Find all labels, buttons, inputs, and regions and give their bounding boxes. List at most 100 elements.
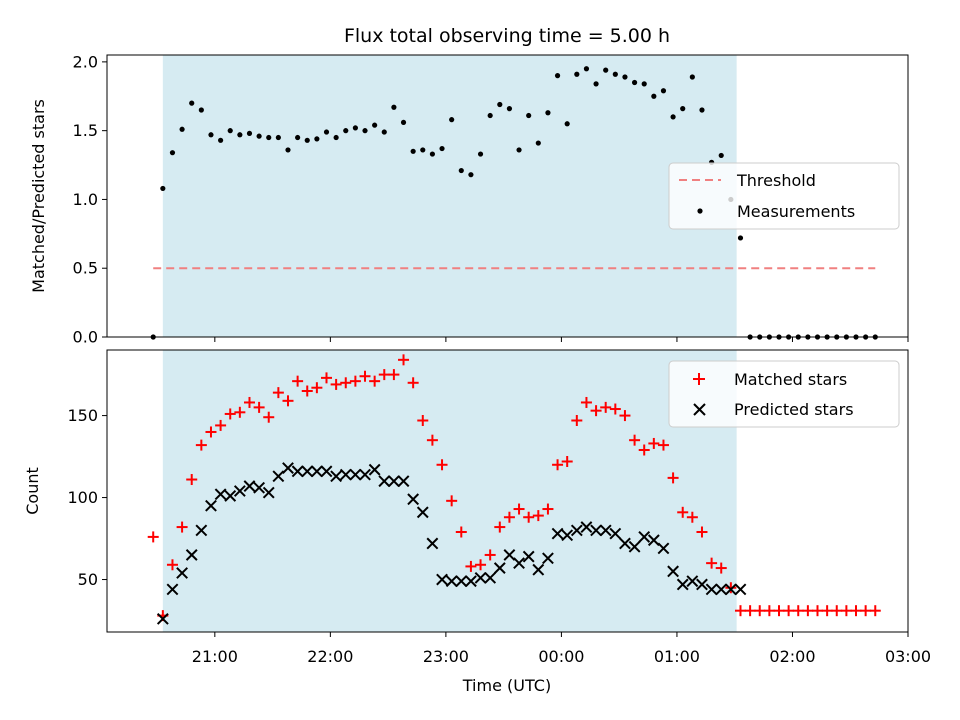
predicted-star-point: [503, 549, 516, 561]
predicted-star-point: [474, 571, 487, 584]
measurement-point: [583, 66, 590, 72]
matched-star-point: [542, 503, 554, 515]
predicted-star-point: [455, 575, 468, 588]
matched-star-point: [590, 405, 602, 417]
matched-star-point: [744, 605, 756, 617]
predicted-star-point: [349, 468, 362, 481]
predicted-star-point: [638, 530, 651, 543]
matched-star-point: [850, 605, 862, 617]
matched-star-point: [783, 605, 795, 617]
matched-star-point: [580, 396, 592, 408]
measurement-point: [487, 112, 493, 119]
bottom-y-tick-label: 150: [67, 406, 98, 425]
measurement-point: [574, 71, 580, 77]
top-x-ticks: [214, 337, 909, 342]
matched-star-point: [609, 403, 621, 415]
matched-star-point: [667, 472, 679, 484]
legend-matched-swatch: [693, 373, 705, 385]
legend-measurements-label: Measurements: [737, 202, 855, 221]
measurement-point: [535, 140, 541, 146]
predicted-star-point: [310, 465, 323, 478]
measurement-point: [304, 137, 310, 143]
matched-star-point: [426, 434, 438, 446]
measurement-point: [362, 128, 368, 134]
predicted-star-point: [628, 540, 641, 553]
predicted-star-point: [272, 470, 285, 483]
predicted-star-point: [156, 612, 169, 625]
matched-star-point: [349, 375, 361, 387]
matched-star-point: [821, 605, 833, 617]
predicted-star-point: [195, 524, 208, 537]
matched-star-point: [340, 377, 352, 389]
x-tick-label: 23:00: [423, 647, 469, 666]
predicted-star-point: [561, 529, 574, 542]
matched-star-point: [253, 401, 265, 413]
measurement-point: [391, 104, 397, 110]
matched-star-point: [407, 377, 419, 389]
predicted-star-point: [705, 583, 718, 596]
predicted-star-point: [359, 468, 371, 481]
matched-star-point: [224, 408, 236, 420]
matched-star-point: [734, 605, 746, 617]
matched-star-point: [494, 521, 506, 533]
observing-window-shade-bottom: [162, 350, 737, 632]
measurement-point: [458, 167, 464, 174]
x-tick-label: 01:00: [654, 647, 700, 666]
measurement-point: [410, 148, 416, 154]
bottom-axes-frame: [106, 349, 909, 633]
measurement-point: [314, 136, 320, 142]
measurement-point: [352, 125, 358, 131]
measurement-point: [400, 119, 407, 126]
predicted-star-point: [686, 575, 699, 588]
legend-predicted-label: Predicted stars: [734, 400, 854, 419]
predicted-star-point: [407, 493, 420, 506]
matched-star-point: [455, 526, 467, 538]
top-y-tick-label: 2.0: [73, 52, 98, 71]
predicted-star-point: [657, 542, 670, 555]
matched-star-point: [234, 406, 246, 418]
x-tick-label: 03:00: [885, 647, 931, 666]
measurement-point: [295, 134, 301, 141]
measurement-point: [227, 128, 233, 134]
measurement-point: [275, 134, 281, 141]
bottom-legend: Matched stars Predicted stars: [668, 360, 900, 428]
predicted-star-point: [609, 527, 622, 540]
matched-star-point: [802, 605, 814, 617]
predicted-star-point: [590, 524, 602, 537]
measurement-point: [737, 235, 744, 241]
matched-star-point: [215, 419, 227, 431]
predicted-star-point: [330, 470, 343, 483]
top-y-tick-label: 0.0: [73, 328, 98, 347]
matched-star-point: [860, 605, 872, 617]
matched-star-point: [359, 370, 371, 382]
matched-star-point: [378, 369, 390, 381]
predicted-star-point: [542, 552, 554, 565]
measurement-point: [169, 150, 176, 156]
bottom-x-ticks: 21:00 22:00 23:00 00:00 01:00 02:00 03:00: [192, 632, 931, 666]
measurement-point: [603, 67, 609, 73]
top-legend: Threshold Measurements: [668, 162, 900, 230]
measurement-point: [420, 147, 426, 153]
predicted-star-point: [205, 499, 217, 512]
predicted-star-point: [185, 549, 198, 561]
predicted-star-point: [580, 521, 593, 533]
x-tick-label: 22:00: [307, 647, 353, 666]
measurement-point: [651, 93, 657, 99]
x-axis-label: Time (UTC): [462, 676, 551, 695]
measurement-point: [372, 122, 378, 128]
matched-star-point: [292, 375, 304, 387]
bottom-y-ticks: 50 100 150: [67, 406, 107, 589]
predicted-star-point: [282, 462, 294, 474]
top-panel: Flux total observing time = 5.00 h 0.00.…: [29, 25, 909, 347]
measurement-point: [670, 114, 676, 120]
predicted-star-point: [484, 571, 497, 584]
matched-star-point: [330, 378, 342, 390]
measurement-point: [256, 133, 262, 139]
matched-star-point: [282, 395, 294, 407]
measurement-point: [160, 185, 166, 192]
predicted-star-point: [667, 565, 679, 578]
legend-predicted-swatch: [693, 403, 706, 416]
matched-star-point: [638, 444, 650, 456]
matched-star-point: [648, 437, 660, 449]
predicted-star-point: [176, 567, 189, 579]
